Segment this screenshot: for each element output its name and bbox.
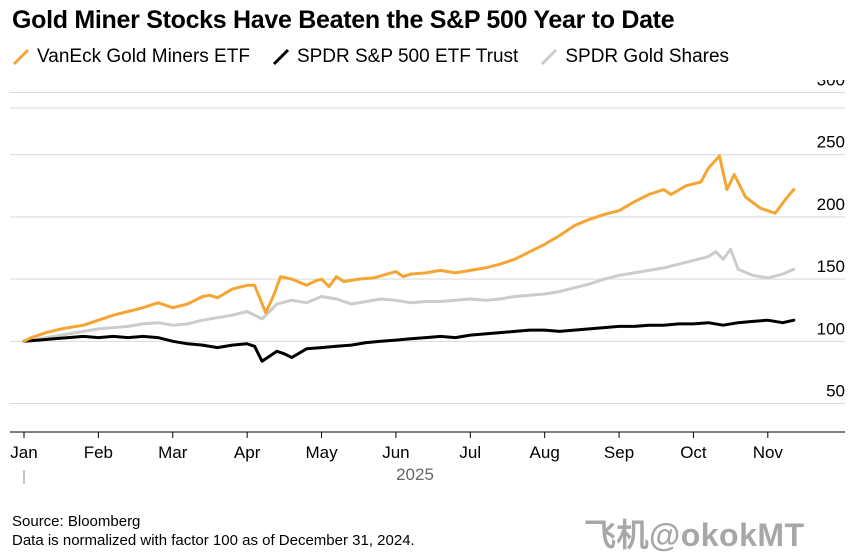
x-tick-label: Jul (459, 443, 481, 462)
legend: VanEck Gold Miners ETF SPDR S&P 500 ETF … (12, 46, 729, 68)
x-tick-label: May (305, 443, 338, 462)
x-tick-label: Oct (680, 443, 707, 462)
y-tick-label: 50 (826, 382, 845, 401)
y-tick-label: 300 (817, 80, 845, 89)
y-tick-label: 200 (817, 195, 845, 214)
x-axis-label: 2025 (396, 465, 434, 484)
legend-item-gld: SPDR Gold Shares (540, 46, 729, 68)
series-line-1 (22, 318, 796, 363)
legend-item-vaneck: VanEck Gold Miners ETF (12, 46, 250, 68)
footer: Source: Bloomberg Data is normalized wit… (12, 512, 415, 550)
x-tick-label: Sep (604, 443, 634, 462)
source-note: Source: Bloomberg (12, 513, 141, 530)
x-tick-label: Jan (10, 443, 37, 462)
legend-line-icon (541, 48, 558, 66)
legend-item-spy: SPDR S&P 500 ETF Trust (272, 46, 518, 68)
y-tick-label: 250 (817, 133, 845, 152)
legend-label: VanEck Gold Miners ETF (37, 46, 250, 67)
x-tick-label: Feb (84, 443, 113, 462)
chart-title: Gold Miner Stocks Have Beaten the S&P 50… (12, 6, 675, 34)
legend-line-icon (272, 48, 289, 66)
watermark: 飞机@okokMT (584, 517, 805, 553)
x-tick-label: Aug (530, 443, 560, 462)
series-line-0 (22, 154, 796, 343)
normalization-note: Data is normalized with factor 100 as of… (12, 532, 415, 549)
x-tick-label: Apr (234, 443, 261, 462)
x-tick-label: Mar (158, 443, 188, 462)
y-tick-label: 100 (817, 319, 845, 338)
x-tick-label: Nov (753, 443, 784, 462)
y-tick-label: 150 (817, 257, 845, 276)
legend-label: SPDR Gold Shares (565, 46, 730, 67)
series-line-2 (22, 247, 796, 343)
legend-label: SPDR S&P 500 ETF Trust (296, 46, 519, 67)
line-chart: 50 100 150 200 250 300 Jan Feb Mar Apr May Jun Jul Au… (10, 80, 845, 484)
legend-line-icon (12, 48, 30, 66)
x-tick-label: Jun (382, 443, 409, 462)
